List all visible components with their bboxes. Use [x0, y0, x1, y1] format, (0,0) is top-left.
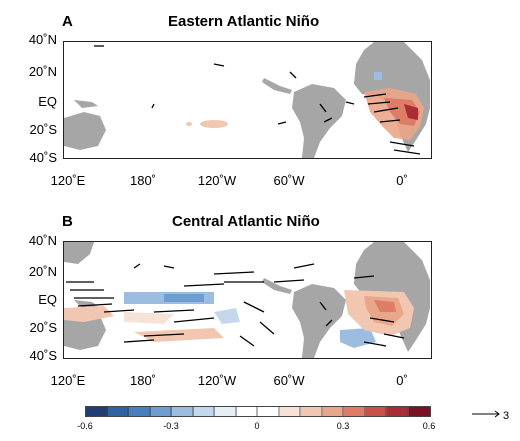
panel-title: Central Atlantic Niño	[172, 213, 320, 230]
wind-vectors-a	[94, 45, 421, 155]
colorbar-segment	[387, 407, 409, 416]
x-label: 120˚E	[50, 173, 86, 188]
colorbar-segment	[301, 407, 323, 416]
y-label: 40˚S	[29, 150, 57, 165]
x-label: 0˚	[396, 373, 408, 388]
colorbar-segment	[344, 407, 366, 416]
y-label: 40˚S	[29, 348, 57, 363]
cool-anomaly	[214, 308, 240, 324]
x-label: 60˚W	[273, 373, 305, 388]
warm-anomaly-core	[384, 98, 420, 126]
colorbar-tick-label: 0.6	[422, 421, 436, 431]
colorbar-segment	[322, 407, 344, 416]
warm-anomaly-small	[186, 122, 192, 126]
map-panel-b	[63, 241, 432, 359]
panel-letter: B	[62, 213, 73, 230]
warm-anomaly	[134, 328, 224, 342]
y-label: 20˚N	[28, 64, 57, 79]
warm-anomaly-peak	[374, 300, 396, 312]
warm-anomaly-peak	[404, 104, 418, 120]
land-asia	[64, 242, 94, 264]
colorbar-segment	[215, 407, 237, 416]
wind-vectors-b	[66, 263, 405, 347]
warm-anomaly	[124, 312, 174, 324]
colorbar-segment	[150, 407, 172, 416]
reference-vector-arrow	[472, 410, 500, 418]
panel-title: Eastern Atlantic Niño	[168, 13, 320, 30]
colorbar-segment	[258, 407, 280, 416]
colorbar-tick-label: 0	[254, 421, 260, 431]
x-label: 120˚E	[50, 373, 86, 388]
land-indonesia	[74, 100, 98, 108]
panel-letter: A	[62, 13, 73, 30]
cool-anomaly	[374, 72, 382, 80]
colorbar-tick-label: 0.3	[336, 421, 350, 431]
warm-anomaly-small	[200, 120, 228, 128]
colorbar	[85, 406, 431, 417]
cool-anomaly-core	[164, 294, 204, 302]
x-label: 120˚W	[197, 373, 237, 388]
warm-anomaly	[64, 306, 114, 322]
colorbar-segment	[172, 407, 194, 416]
y-label: 20˚N	[28, 264, 57, 279]
colorbar-segment	[408, 407, 430, 416]
y-label: 40˚N	[28, 233, 57, 248]
colorbar-segment	[107, 407, 129, 416]
y-label: 20˚S	[29, 320, 57, 335]
colorbar-segment	[365, 407, 387, 416]
colorbar-segment	[236, 407, 258, 416]
land-south-america	[292, 84, 346, 158]
colorbar-segment	[279, 407, 301, 416]
colorbar-tick-label: -0.6	[77, 421, 93, 431]
x-label: 60˚W	[273, 173, 305, 188]
colorbar-segment	[129, 407, 151, 416]
land-australia	[64, 112, 106, 150]
x-label: 0˚	[396, 173, 408, 188]
reference-vector-label: 3	[503, 410, 510, 422]
x-label: 180˚	[129, 373, 157, 388]
y-label: 20˚S	[29, 122, 57, 137]
map-panel-a	[63, 41, 432, 159]
land-central-america	[262, 278, 292, 294]
colorbar-tick-label: -0.3	[163, 421, 179, 431]
land-central-america	[262, 78, 292, 94]
colorbar-segment	[193, 407, 215, 416]
y-label: EQ	[38, 292, 57, 307]
x-label: 180˚	[129, 173, 157, 188]
y-label: EQ	[38, 94, 57, 109]
colorbar-segment	[86, 407, 108, 416]
land-australia	[64, 312, 106, 350]
x-label: 120˚W	[197, 173, 237, 188]
y-label: 40˚N	[28, 32, 57, 47]
land-south-america	[292, 284, 346, 358]
